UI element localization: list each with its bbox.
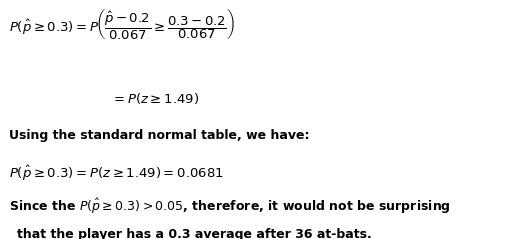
Text: Using the standard normal table, we have:: Using the standard normal table, we have… (9, 129, 310, 142)
Text: that the player has a 0.3 average after 36 at-bats.: that the player has a 0.3 average after … (17, 228, 372, 239)
Text: $=P(z\geq 1.49)$: $=P(z\geq 1.49)$ (111, 91, 199, 106)
Text: $P(\hat{p}\geq 0.3) = P\!\left(\dfrac{\hat{p}-0.2}{0.067}\geq\dfrac{0.3-0.2}{0.0: $P(\hat{p}\geq 0.3) = P\!\left(\dfrac{\h… (9, 7, 235, 41)
Text: Since the $P(\hat{p}\geq 0.3) > 0.05$, therefore, it would not be surprising: Since the $P(\hat{p}\geq 0.3) > 0.05$, t… (9, 197, 451, 216)
Text: $P(\hat{p}\geq 0.3) = P(z\geq 1.49) = 0.0681$: $P(\hat{p}\geq 0.3) = P(z\geq 1.49) = 0.… (9, 164, 224, 183)
